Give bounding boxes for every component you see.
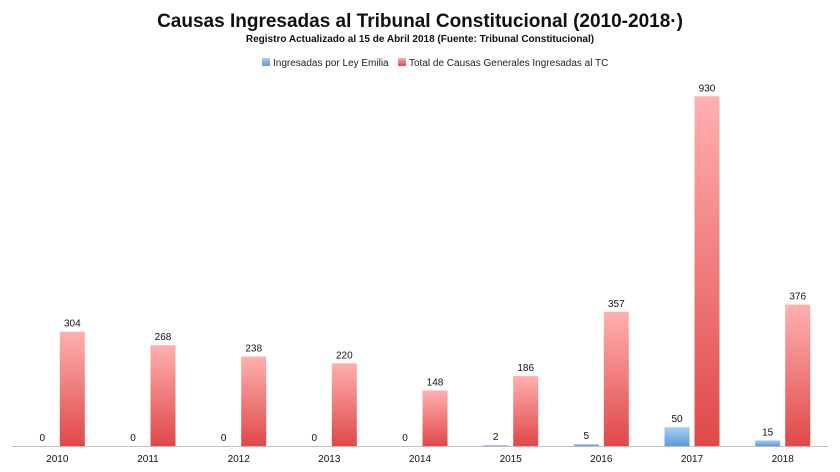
- bar-total-causas-2010: [59, 331, 85, 446]
- x-tick-label-2016: 2016: [590, 454, 613, 465]
- legend-swatch-total-causas: [398, 58, 406, 66]
- bar-total-causas-2015: [513, 376, 539, 446]
- data-label-ley-emilia-2010: 0: [40, 433, 46, 444]
- data-label-ley-emilia-2018: 15: [762, 427, 774, 438]
- data-label-total-causas-2010: 304: [64, 319, 81, 330]
- legend-swatch-ley-emilia: [262, 58, 270, 66]
- x-tick-label-2011: 2011: [137, 454, 159, 465]
- bar-ley-emilia-2016: [573, 444, 599, 446]
- data-label-ley-emilia-2011: 0: [130, 433, 136, 444]
- bar-total-causas-2016: [603, 311, 629, 446]
- bar-total-causas-2011: [150, 345, 176, 446]
- bar-ley-emilia-2017: [664, 427, 690, 446]
- x-tick-label-2018: 2018: [772, 454, 795, 465]
- chart-title: Causas Ingresadas al Tribunal Constituci…: [157, 11, 683, 32]
- bar-ley-emilia-2015: [483, 445, 509, 446]
- data-label-ley-emilia-2016: 5: [584, 431, 590, 442]
- bar-ley-emilia-2018: [755, 440, 781, 446]
- bar-total-causas-2012: [241, 356, 267, 446]
- data-label-total-causas-2011: 268: [155, 332, 172, 343]
- bar-total-causas-2013: [331, 363, 357, 446]
- data-label-total-causas-2015: 186: [517, 363, 534, 374]
- data-label-total-causas-2017: 930: [699, 83, 716, 94]
- data-label-ley-emilia-2013: 0: [312, 433, 318, 444]
- data-label-total-causas-2012: 238: [245, 344, 262, 355]
- data-label-ley-emilia-2012: 0: [221, 433, 227, 444]
- x-tick-label-2014: 2014: [409, 454, 432, 465]
- legend-label-total-causas: Total de Causas Generales Ingresadas al …: [409, 58, 608, 69]
- chart-subtitle: Registro Actualizado al 15 de Abril 2018…: [246, 34, 594, 45]
- data-label-total-causas-2013: 220: [336, 350, 353, 361]
- data-label-ley-emilia-2015: 2: [493, 432, 499, 443]
- x-tick-label-2010: 2010: [46, 454, 69, 465]
- x-tick-label-2017: 2017: [681, 454, 704, 465]
- x-axis-ticks: 2010 2011 2012 2013 2014 2015 2016 2017 2018: [46, 454, 794, 465]
- data-label-total-causas-2014: 148: [427, 377, 444, 388]
- bar-total-causas-2014: [422, 390, 448, 446]
- bar-total-causas-2018: [785, 304, 811, 446]
- bar-total-causas-2017: [694, 96, 720, 447]
- legend: Ingresadas por Ley Emilia Total de Causa…: [262, 58, 608, 69]
- bars-layer: [59, 96, 811, 447]
- data-label-total-causas-2016: 357: [608, 299, 625, 310]
- data-label-ley-emilia-2017: 50: [671, 414, 683, 425]
- x-tick-label-2013: 2013: [318, 454, 341, 465]
- legend-label-ley-emilia: Ingresadas por Ley Emilia: [273, 58, 389, 69]
- data-label-ley-emilia-2014: 0: [402, 433, 408, 444]
- data-label-total-causas-2018: 376: [789, 292, 806, 303]
- data-labels-layer: 0 304 0 268 0 238 0 220 0 148 2 186 5 357 50 930 15 376: [40, 83, 807, 444]
- x-tick-label-2012: 2012: [228, 454, 251, 465]
- x-tick-label-2015: 2015: [500, 454, 523, 465]
